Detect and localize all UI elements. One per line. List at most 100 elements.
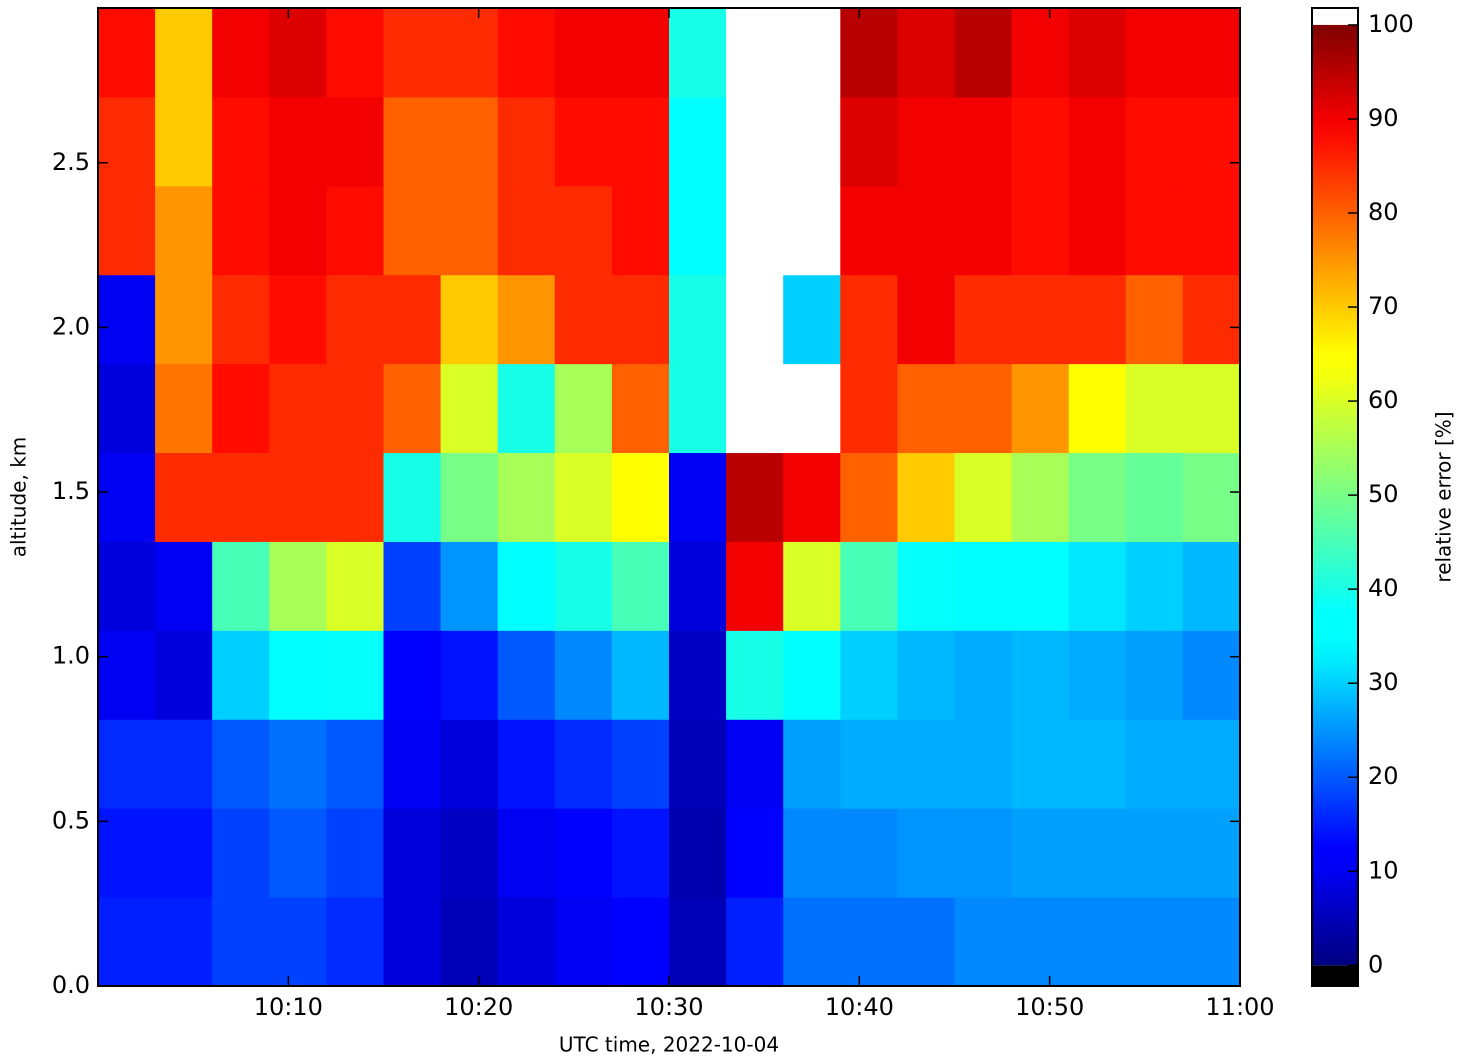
heatmap-cell bbox=[269, 719, 327, 809]
colorbar-tick-label: 20 bbox=[1368, 762, 1399, 790]
heatmap-cell bbox=[554, 541, 613, 631]
heatmap-cell bbox=[783, 541, 841, 631]
heatmap-cell bbox=[212, 185, 270, 276]
heatmap-cell bbox=[1182, 630, 1241, 720]
heatmap-cell bbox=[98, 8, 156, 98]
heatmap-cell bbox=[269, 96, 327, 187]
heatmap-cell bbox=[954, 96, 1013, 187]
heatmap-cell bbox=[669, 541, 727, 631]
heatmap-cell bbox=[611, 185, 670, 276]
heatmap-cell bbox=[611, 96, 670, 187]
heatmap-cell bbox=[269, 630, 327, 720]
heatmap-cell bbox=[269, 808, 327, 898]
heatmap-cell bbox=[1011, 8, 1070, 98]
heatmap-cell bbox=[1182, 452, 1241, 542]
heatmap-cell bbox=[954, 719, 1013, 809]
heatmap-cell bbox=[669, 719, 727, 809]
heatmap-cell bbox=[497, 185, 556, 276]
heatmap-cell bbox=[897, 8, 955, 98]
heatmap-cell bbox=[383, 96, 442, 187]
heatmap-cell bbox=[212, 274, 270, 365]
heatmap-cell bbox=[611, 363, 670, 454]
x-axis-label: UTC time, 2022-10-04 bbox=[559, 1033, 779, 1057]
heatmap-cell bbox=[98, 96, 156, 187]
heatmap-cell bbox=[1125, 719, 1184, 809]
heatmap-cell bbox=[897, 719, 955, 809]
heatmap-cell bbox=[783, 96, 841, 187]
heatmap-cell bbox=[954, 808, 1013, 898]
heatmap-cell bbox=[1011, 541, 1070, 631]
heatmap-cell bbox=[1068, 630, 1127, 720]
heatmap-cell bbox=[440, 8, 499, 98]
heatmap-cell bbox=[554, 719, 613, 809]
heatmap-cell bbox=[726, 630, 784, 720]
heatmap-cell bbox=[383, 185, 442, 276]
heatmap-cell bbox=[1068, 452, 1127, 542]
heatmap-cell bbox=[212, 630, 270, 720]
heatmap-cell bbox=[212, 897, 270, 987]
heatmap-cell bbox=[497, 363, 556, 454]
x-tick-label: 10:50 bbox=[1015, 993, 1084, 1021]
heatmap-cell bbox=[840, 363, 898, 454]
heatmap-cell bbox=[897, 96, 955, 187]
colorbar-tick-label: 80 bbox=[1368, 198, 1399, 226]
heatmap-cell bbox=[1068, 541, 1127, 631]
heatmap-cell bbox=[726, 96, 784, 187]
heatmap-cell bbox=[98, 452, 156, 542]
heatmap-cell bbox=[155, 274, 213, 365]
heatmap-cell bbox=[1125, 541, 1184, 631]
heatmap-cell bbox=[1182, 719, 1241, 809]
x-tick-label: 10:40 bbox=[825, 993, 894, 1021]
heatmap-cell bbox=[840, 96, 898, 187]
heatmap-cell bbox=[897, 274, 955, 365]
heatmap-cell bbox=[1182, 185, 1241, 276]
heatmap-cell bbox=[383, 630, 442, 720]
heatmap-cell bbox=[783, 719, 841, 809]
heatmap-cell bbox=[669, 452, 727, 542]
heatmap-cell bbox=[440, 897, 499, 987]
heatmap-cell bbox=[326, 808, 384, 898]
heatmap-cell bbox=[669, 274, 727, 365]
heatmap-cell bbox=[383, 808, 442, 898]
heatmap-cell bbox=[1068, 185, 1127, 276]
heatmap-cell bbox=[1068, 719, 1127, 809]
heatmap-cell bbox=[726, 274, 784, 365]
heatmap-cell bbox=[954, 452, 1013, 542]
heatmap-cell bbox=[326, 630, 384, 720]
colorbar-tick-label: 90 bbox=[1368, 104, 1399, 132]
heatmap-cell bbox=[726, 8, 784, 98]
heatmap-cell bbox=[1011, 96, 1070, 187]
heatmap-cell bbox=[497, 630, 556, 720]
heatmap bbox=[98, 8, 1241, 987]
heatmap-cell bbox=[212, 541, 270, 631]
heatmap-cell bbox=[98, 897, 156, 987]
heatmap-cell bbox=[783, 274, 841, 365]
heatmap-cell bbox=[497, 808, 556, 898]
heatmap-cell bbox=[155, 630, 213, 720]
heatmap-cell bbox=[726, 897, 784, 987]
heatmap-cell bbox=[783, 808, 841, 898]
heatmap-cell bbox=[155, 897, 213, 987]
colorbar-label: relative error [%] bbox=[1432, 411, 1456, 582]
heatmap-cell bbox=[669, 808, 727, 898]
heatmap-cell bbox=[269, 363, 327, 454]
y-tick-label: 1.0 bbox=[52, 642, 90, 670]
heatmap-cell bbox=[1125, 897, 1184, 987]
heatmap-cell bbox=[669, 185, 727, 276]
heatmap-cell bbox=[783, 363, 841, 454]
y-tick-label: 1.5 bbox=[52, 477, 90, 505]
heatmap-cell bbox=[1125, 274, 1184, 365]
heatmap-cell bbox=[669, 363, 727, 454]
heatmap-cell bbox=[897, 185, 955, 276]
heatmap-cell bbox=[554, 185, 613, 276]
heatmap-cell bbox=[383, 719, 442, 809]
heatmap-cell bbox=[98, 541, 156, 631]
heatmap-cell bbox=[383, 897, 442, 987]
heatmap-cell bbox=[726, 363, 784, 454]
colorbar-frame bbox=[1311, 7, 1359, 987]
heatmap-cell bbox=[783, 630, 841, 720]
heatmap-cell bbox=[326, 8, 384, 98]
heatmap-cell bbox=[1011, 363, 1070, 454]
heatmap-cell bbox=[726, 808, 784, 898]
